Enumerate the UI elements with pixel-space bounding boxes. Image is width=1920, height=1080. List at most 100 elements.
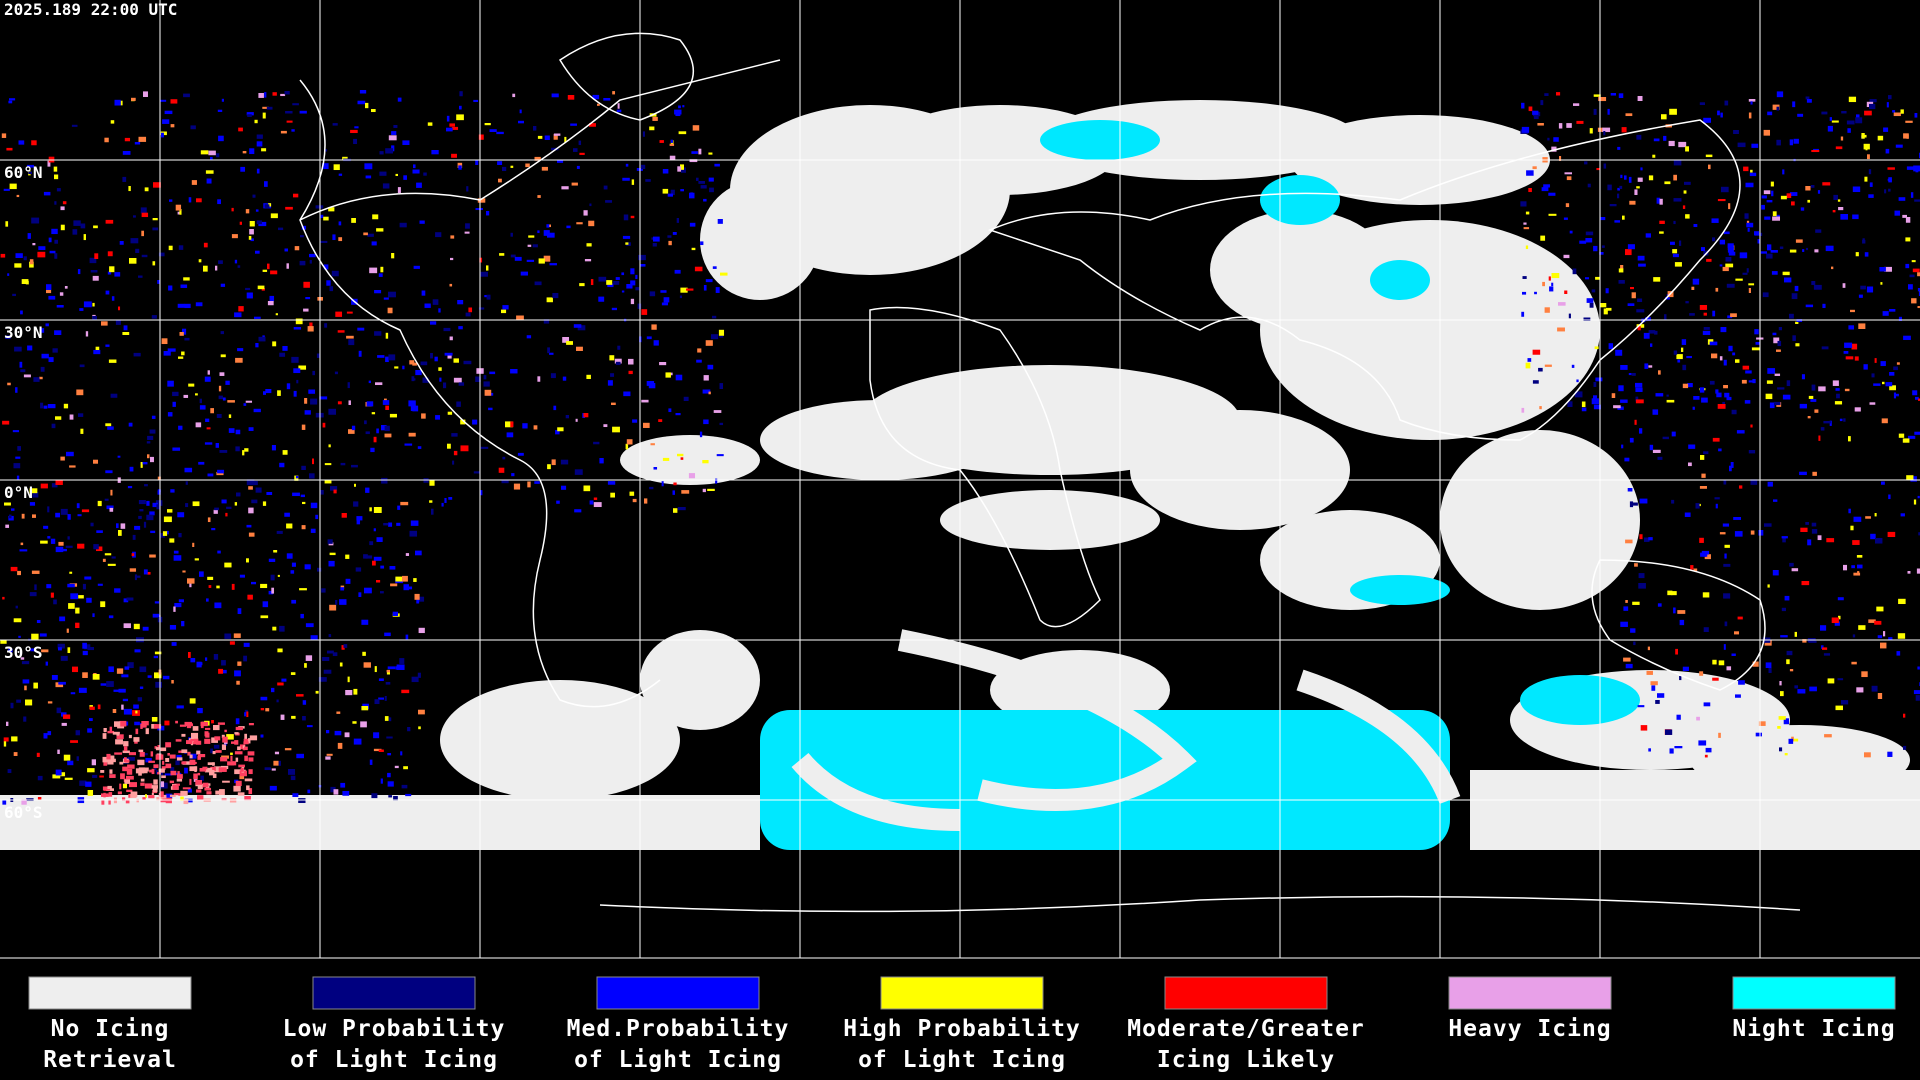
speckle bbox=[1593, 382, 1597, 387]
speckle bbox=[444, 498, 447, 503]
speckle bbox=[20, 542, 24, 546]
speckle bbox=[246, 112, 254, 116]
speckle bbox=[1822, 647, 1828, 650]
speckle bbox=[501, 309, 507, 314]
speckle bbox=[551, 93, 559, 98]
speckle bbox=[180, 284, 188, 288]
speckle bbox=[484, 389, 492, 396]
speckle bbox=[142, 626, 149, 631]
speckle bbox=[207, 762, 215, 766]
speckle bbox=[649, 291, 656, 297]
speckle bbox=[1625, 663, 1633, 669]
speckle bbox=[266, 492, 273, 496]
speckle bbox=[222, 397, 226, 401]
speckle bbox=[242, 151, 247, 154]
speckle bbox=[395, 576, 404, 582]
speckle bbox=[644, 498, 648, 504]
speckle bbox=[1772, 104, 1780, 110]
speckle bbox=[248, 788, 253, 795]
speckle bbox=[714, 163, 720, 167]
speckle bbox=[87, 768, 95, 773]
speckle bbox=[176, 757, 183, 761]
speckle bbox=[161, 132, 164, 138]
speckle bbox=[37, 775, 43, 781]
speckle bbox=[226, 506, 232, 509]
speckle bbox=[589, 500, 594, 505]
speckle bbox=[678, 105, 681, 109]
speckle bbox=[72, 229, 78, 235]
speckle bbox=[1912, 390, 1918, 396]
speckle bbox=[1805, 522, 1809, 525]
speckle bbox=[109, 266, 115, 273]
speckle bbox=[1741, 379, 1747, 384]
speckle bbox=[1553, 137, 1559, 142]
speckle bbox=[1742, 365, 1750, 370]
speckle bbox=[480, 446, 489, 449]
speckle bbox=[78, 413, 84, 417]
speckle bbox=[1617, 406, 1624, 410]
speckle bbox=[422, 377, 429, 383]
speckle bbox=[301, 465, 306, 471]
speckle bbox=[502, 166, 507, 172]
speckle bbox=[123, 598, 129, 603]
speckle bbox=[221, 499, 227, 504]
speckle bbox=[356, 516, 363, 521]
speckle bbox=[28, 171, 32, 175]
speckle bbox=[1792, 738, 1799, 742]
speckle bbox=[122, 332, 130, 336]
speckle bbox=[346, 335, 354, 339]
speckle bbox=[309, 473, 315, 479]
speckle bbox=[1839, 418, 1843, 422]
speckle bbox=[33, 682, 38, 689]
speckle bbox=[1767, 111, 1773, 116]
speckle bbox=[310, 528, 316, 533]
lat-label: 60°S bbox=[4, 803, 43, 822]
speckle bbox=[1565, 203, 1570, 208]
speckle bbox=[1618, 93, 1624, 99]
speckle bbox=[305, 623, 314, 628]
speckle bbox=[127, 764, 135, 769]
speckle bbox=[153, 182, 161, 188]
speckle bbox=[19, 361, 23, 368]
speckle bbox=[1551, 146, 1557, 152]
speckle bbox=[218, 135, 224, 142]
speckle bbox=[553, 405, 557, 411]
speckle bbox=[303, 281, 310, 288]
speckle bbox=[1539, 406, 1542, 410]
speckle bbox=[1911, 260, 1916, 263]
speckle bbox=[181, 621, 185, 627]
speckle bbox=[254, 316, 261, 319]
speckle bbox=[1824, 734, 1832, 738]
map bbox=[0, 0, 1920, 959]
speckle bbox=[1525, 211, 1530, 215]
speckle bbox=[1854, 407, 1861, 412]
speckle bbox=[189, 759, 196, 765]
speckle bbox=[318, 677, 327, 682]
speckle bbox=[54, 201, 57, 205]
speckle bbox=[628, 358, 634, 365]
speckle bbox=[327, 650, 334, 654]
speckle bbox=[1574, 391, 1583, 398]
speckle bbox=[243, 642, 250, 647]
speckle bbox=[173, 555, 182, 561]
speckle bbox=[5, 221, 9, 227]
speckle bbox=[1770, 181, 1774, 187]
speckle bbox=[510, 165, 514, 168]
speckle bbox=[200, 721, 208, 727]
speckle bbox=[1717, 199, 1726, 202]
speckle bbox=[651, 324, 657, 330]
speckle bbox=[320, 214, 324, 219]
speckle bbox=[167, 509, 173, 513]
speckle bbox=[630, 280, 636, 286]
speckle bbox=[293, 390, 297, 397]
speckle bbox=[669, 155, 676, 161]
speckle bbox=[560, 459, 569, 465]
speckle bbox=[304, 564, 311, 570]
speckle bbox=[102, 756, 111, 763]
speckle bbox=[1701, 397, 1708, 403]
speckle bbox=[23, 374, 31, 378]
speckle bbox=[250, 238, 254, 242]
speckle bbox=[217, 469, 225, 474]
speckle bbox=[109, 769, 113, 774]
speckle bbox=[112, 709, 117, 713]
